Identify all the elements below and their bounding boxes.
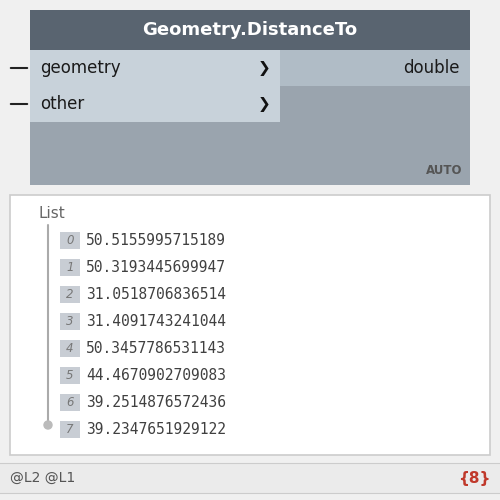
Text: 39.2347651929122: 39.2347651929122 bbox=[86, 422, 226, 437]
Text: 50.5155995715189: 50.5155995715189 bbox=[86, 233, 226, 248]
Bar bbox=[60, 340, 80, 357]
Text: geometry: geometry bbox=[40, 59, 120, 77]
Bar bbox=[60, 367, 80, 384]
Bar bbox=[60, 313, 80, 330]
Text: 3: 3 bbox=[66, 315, 74, 328]
Bar bbox=[60, 394, 80, 411]
Text: 5: 5 bbox=[66, 369, 74, 382]
Text: 44.4670902709083: 44.4670902709083 bbox=[86, 368, 226, 383]
Text: 7: 7 bbox=[66, 423, 74, 436]
Bar bbox=[60, 259, 80, 276]
Text: ❯: ❯ bbox=[258, 96, 270, 112]
Text: 39.2514876572436: 39.2514876572436 bbox=[86, 395, 226, 410]
Text: 50.3193445699947: 50.3193445699947 bbox=[86, 260, 226, 275]
Text: 2: 2 bbox=[66, 288, 74, 301]
Text: {8}: {8} bbox=[458, 470, 490, 486]
Bar bbox=[60, 421, 80, 438]
Bar bbox=[30, 86, 280, 122]
Bar bbox=[30, 50, 470, 185]
Bar bbox=[60, 286, 80, 303]
Bar bbox=[30, 50, 280, 86]
Text: double: double bbox=[404, 59, 460, 77]
Text: 31.4091743241044: 31.4091743241044 bbox=[86, 314, 226, 329]
Text: List: List bbox=[38, 206, 65, 220]
Text: 6: 6 bbox=[66, 396, 74, 409]
Text: 0: 0 bbox=[66, 234, 74, 247]
Text: 31.0518706836514: 31.0518706836514 bbox=[86, 287, 226, 302]
Bar bbox=[0, 463, 500, 493]
Text: other: other bbox=[40, 95, 84, 113]
Bar bbox=[30, 10, 470, 50]
Bar bbox=[10, 195, 490, 455]
Bar bbox=[280, 50, 470, 86]
Bar bbox=[60, 232, 80, 249]
Text: AUTO: AUTO bbox=[426, 164, 462, 177]
Text: @L2 @L1: @L2 @L1 bbox=[10, 471, 75, 485]
Text: Geometry.DistanceTo: Geometry.DistanceTo bbox=[142, 21, 358, 39]
Text: 1: 1 bbox=[66, 261, 74, 274]
Text: ❯: ❯ bbox=[258, 60, 270, 76]
Circle shape bbox=[44, 421, 52, 429]
Text: 50.3457786531143: 50.3457786531143 bbox=[86, 341, 226, 356]
Text: 4: 4 bbox=[66, 342, 74, 355]
